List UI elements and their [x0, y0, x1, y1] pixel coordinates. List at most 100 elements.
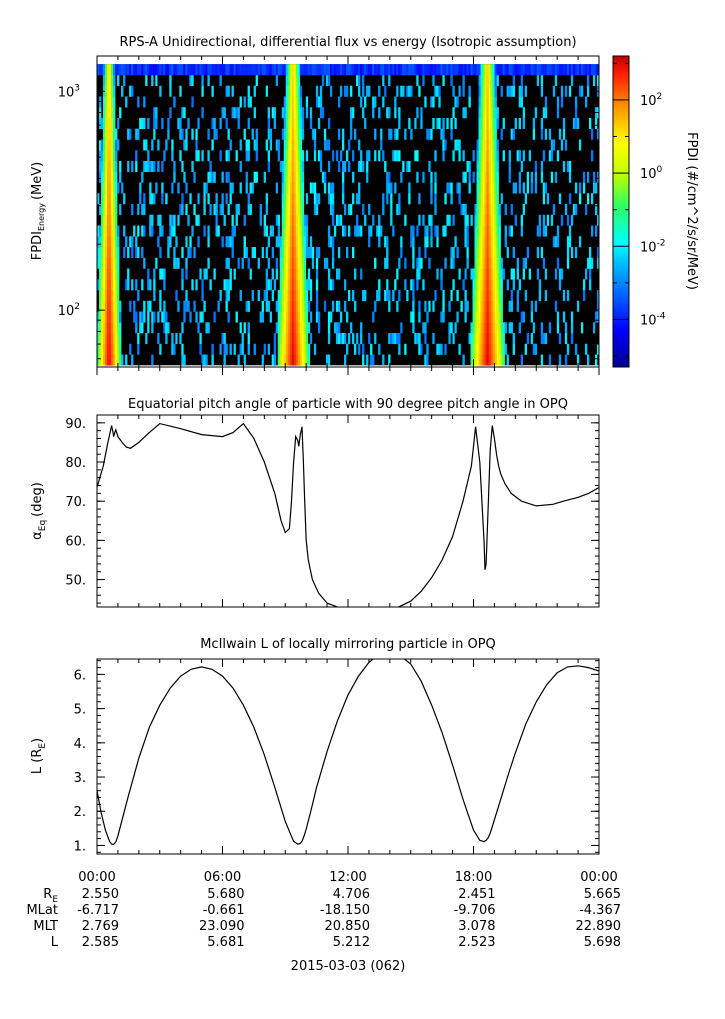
heatmap-cell: [133, 300, 136, 312]
heatmap-cell: [492, 322, 495, 334]
heatmap-cell: [279, 279, 283, 291]
heatmap-cell: [416, 107, 419, 119]
heatmap-cell: [452, 257, 455, 269]
heatmap-cell: [261, 300, 264, 312]
heatmap-cell: [139, 117, 142, 130]
heatmap-cell: [374, 96, 377, 108]
heatmap-cell: [107, 279, 110, 291]
heatmap-cell: [518, 85, 521, 97]
heatmap-cell: [564, 203, 568, 216]
heatmap-cell: [297, 193, 301, 205]
heatmap-cell: [279, 290, 283, 302]
heatmap-cell: [472, 150, 475, 162]
heatmap-cell: [281, 333, 285, 345]
heatmap-cell: [556, 322, 560, 334]
heatmap-cell: [131, 85, 134, 97]
heatmap-cell: [117, 64, 120, 76]
heatmap-cell: [113, 225, 116, 237]
heatmap-cell: [231, 107, 234, 119]
heatmap-cell: [498, 279, 501, 291]
heatmap-cell: [400, 247, 403, 259]
heatmap-cell: [450, 257, 453, 269]
heatmap-cell: [456, 139, 459, 151]
heatmap-cell: [482, 311, 485, 323]
y-tick-label: 2.: [74, 805, 86, 820]
heatmap-cell: [532, 117, 536, 130]
heatmap-cell: [578, 182, 582, 194]
heatmap-cell: [323, 300, 327, 312]
heatmap-cell: [299, 236, 303, 248]
heatmap-cell: [151, 214, 154, 226]
heatmap-cell: [103, 268, 106, 280]
heatmap-cell: [498, 311, 501, 323]
heatmap-cell: [494, 214, 497, 226]
heatmap-cell: [522, 150, 526, 162]
heatmap-cell: [169, 214, 172, 226]
heatmap-cell: [287, 311, 291, 323]
heatmap-cell: [131, 279, 134, 291]
heatmap-cell: [536, 247, 540, 259]
heatmap-cell: [247, 257, 250, 269]
heatmap-cell: [247, 333, 250, 345]
heatmap-cell: [329, 236, 333, 248]
heatmap-cell: [157, 214, 160, 226]
heatmap-cell: [458, 182, 461, 194]
heatmap-cell: [514, 182, 517, 194]
heatmap-cell: [241, 333, 244, 345]
heatmap-cell: [113, 343, 116, 355]
heatmap-cell: [484, 193, 487, 205]
heatmap-cell: [255, 74, 258, 87]
heatmap-cell: [520, 74, 523, 87]
heatmap-cell: [167, 64, 170, 76]
heatmap-cell: [301, 150, 305, 162]
heatmap-cell: [331, 203, 335, 216]
heatmap-cell: [153, 268, 156, 280]
heatmap-cell: [163, 150, 166, 162]
heatmap-cell: [107, 343, 110, 355]
heatmap-cell: [476, 333, 479, 345]
heatmap-cell: [227, 236, 230, 248]
heatmap-cell: [299, 214, 303, 226]
heatmap-cell: [524, 64, 528, 76]
heatmap-cell: [99, 236, 102, 248]
heatmap-cell: [303, 333, 307, 345]
heatmap-cell: [470, 64, 473, 76]
heatmap-cell: [466, 214, 469, 226]
heatmap-cell: [582, 182, 586, 194]
heatmap-cell: [265, 139, 268, 151]
heatmap-cell: [390, 214, 393, 226]
heatmap-cell: [219, 74, 222, 87]
heatmap-cell: [101, 236, 104, 248]
heatmap-cell: [151, 64, 154, 76]
heatmap-cell: [295, 311, 299, 323]
heatmap-cell: [101, 343, 104, 355]
heatmap-cell: [498, 333, 501, 345]
heatmap-cell: [313, 203, 317, 216]
heatmap-cell: [107, 203, 110, 216]
heatmap-cell: [448, 182, 451, 194]
heatmap-cell: [265, 300, 268, 312]
heatmap-cell: [448, 300, 451, 312]
heatmap-cell: [574, 96, 578, 108]
heatmap-cell: [343, 279, 347, 291]
heatmap-cell: [502, 150, 505, 162]
heatmap-cell: [235, 214, 238, 226]
heatmap-cell: [201, 311, 204, 323]
heatmap-cell: [277, 214, 281, 226]
heatmap-cell: [450, 117, 453, 130]
heatmap-cell: [101, 171, 104, 183]
heatmap-cell: [273, 354, 277, 366]
heatmap-cell: [223, 279, 226, 291]
heatmap-cell: [293, 214, 297, 226]
heatmap-cell: [159, 290, 162, 302]
heatmap-cell: [388, 171, 391, 183]
heatmap-cell: [580, 85, 584, 97]
heatmap-cell: [404, 343, 407, 355]
heatmap-cell: [253, 139, 256, 151]
heatmap-cell: [219, 150, 222, 162]
heatmap-cell: [572, 64, 576, 76]
heatmap-cell: [512, 182, 515, 194]
heatmap-cell: [193, 300, 196, 312]
heatmap-cell: [151, 311, 154, 323]
heatmap-cell: [440, 268, 443, 280]
